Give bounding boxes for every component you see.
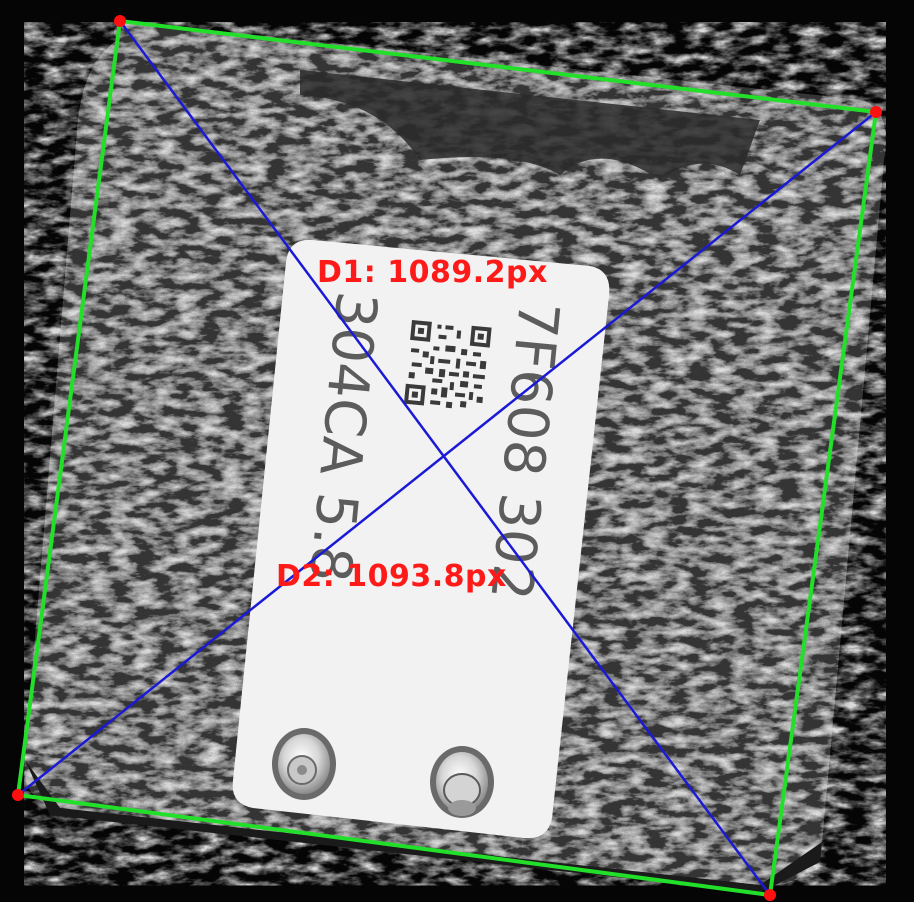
label-tag: 304CA 5.8 7F608 302	[232, 239, 610, 839]
diagonal-d1-label: D1: 1089.2px	[317, 255, 548, 290]
corner-marker	[12, 789, 24, 801]
corner-marker	[114, 15, 126, 27]
diagonal-d2	[17, 111, 877, 796]
diagonal-d1	[118, 20, 772, 896]
corner-marker	[870, 106, 882, 118]
corner-marker	[764, 889, 776, 901]
bolt-left	[272, 728, 336, 800]
bolt-right	[430, 746, 494, 818]
qr-code-icon	[403, 320, 492, 412]
diagonal-d2-label: D2: 1093.8px	[276, 559, 507, 594]
